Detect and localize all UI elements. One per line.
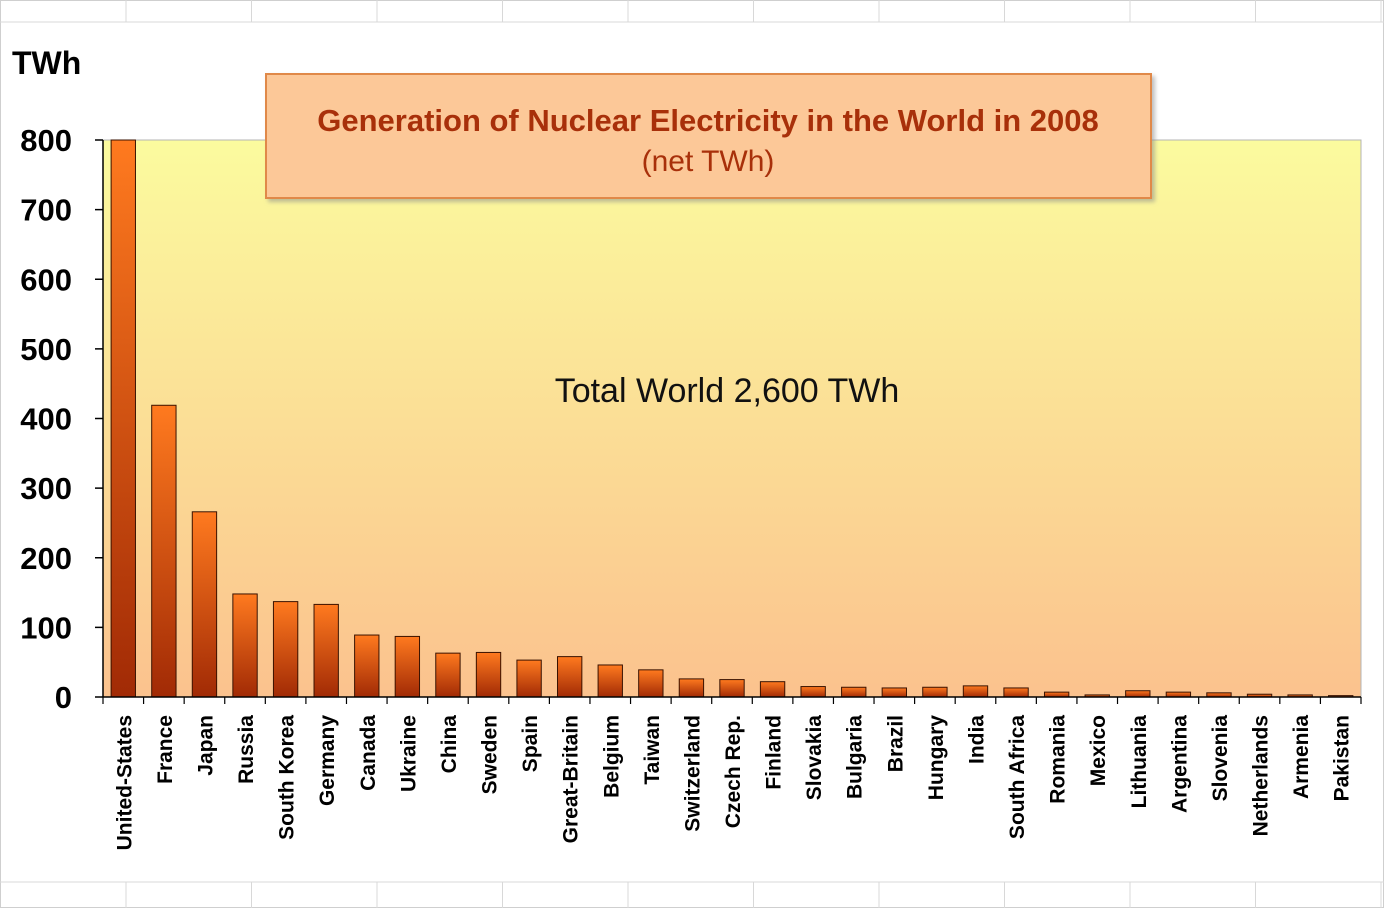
x-tick-label: Switzerland bbox=[681, 715, 704, 832]
y-axis: 0 100 200 300 400 500 600 700 800 bbox=[20, 123, 104, 715]
x-tick-label: United-States bbox=[113, 715, 136, 850]
x-tick-label: Spain bbox=[519, 715, 542, 772]
x-tick-label: Argentina bbox=[1168, 715, 1191, 813]
title-box-background bbox=[265, 73, 1152, 199]
chart-title: Generation of Nuclear Electricity in the… bbox=[317, 103, 1099, 138]
x-tick-label: Romania bbox=[1047, 715, 1070, 804]
y-tick-label: 500 bbox=[20, 332, 72, 367]
bar bbox=[557, 656, 583, 698]
total-annotation: Total World 2,600 TWh bbox=[555, 372, 900, 410]
bar bbox=[962, 685, 989, 698]
x-tick-label: Slovakia bbox=[803, 715, 826, 801]
bar bbox=[1003, 687, 1029, 698]
title-box: Generation of Nuclear Electricity in the… bbox=[265, 73, 1152, 199]
x-tick-label: Canada bbox=[357, 715, 380, 791]
x-tick-label: Mexico bbox=[1087, 715, 1110, 786]
bar-series bbox=[110, 139, 1354, 698]
y-tick-label: 300 bbox=[20, 471, 72, 506]
x-tick-label: India bbox=[965, 715, 988, 764]
x-tick-label: Ukraine bbox=[397, 715, 420, 792]
bar bbox=[475, 651, 502, 698]
x-tick-label: France bbox=[154, 715, 177, 784]
bar bbox=[394, 635, 421, 698]
x-tick-label: South Korea bbox=[276, 715, 299, 840]
bar bbox=[232, 593, 258, 698]
y-axis-label: TWh bbox=[12, 45, 81, 81]
bar bbox=[354, 634, 380, 698]
x-tick-label: Germany bbox=[316, 715, 339, 806]
x-tick-label: China bbox=[438, 715, 461, 774]
chart-subtitle: (net TWh) bbox=[642, 145, 775, 178]
x-tick-label: Taiwan bbox=[641, 715, 664, 785]
bar bbox=[272, 601, 299, 698]
plot-area bbox=[102, 139, 1362, 698]
x-tick-label: Lithuania bbox=[1128, 715, 1151, 809]
bar bbox=[719, 679, 745, 698]
x-tick-label: South Africa bbox=[1006, 715, 1029, 839]
x-tick-label: Slovenia bbox=[1209, 715, 1232, 802]
bar bbox=[1125, 690, 1151, 698]
bar bbox=[516, 659, 542, 698]
x-tick-label: Netherlands bbox=[1250, 715, 1273, 836]
x-tick-label: Hungary bbox=[925, 715, 948, 801]
y-tick-label: 700 bbox=[20, 193, 72, 228]
bar bbox=[922, 686, 948, 698]
bar bbox=[151, 404, 177, 698]
y-tick-label: 100 bbox=[20, 610, 72, 645]
x-tick-label: Belgium bbox=[600, 715, 623, 798]
x-tick-label: Bulgaria bbox=[844, 715, 867, 799]
bar bbox=[759, 681, 786, 698]
y-tick-label: 800 bbox=[20, 123, 72, 158]
bar bbox=[678, 678, 705, 698]
frame-ticks bbox=[125, 0, 1382, 908]
x-tick-label: Armenia bbox=[1290, 715, 1313, 799]
x-tick-label: Sweden bbox=[479, 715, 502, 794]
bar bbox=[435, 652, 461, 698]
x-tick-label: Japan bbox=[194, 715, 217, 776]
bar bbox=[800, 686, 826, 698]
x-tick-label: Brazil bbox=[884, 715, 907, 772]
y-tick-label: 0 bbox=[55, 680, 72, 715]
x-tick-label: Czech Rep. bbox=[722, 715, 745, 828]
x-tick-label: Pakistan bbox=[1331, 715, 1354, 801]
bar bbox=[638, 669, 664, 698]
bar bbox=[110, 139, 136, 698]
bar bbox=[313, 603, 339, 698]
x-axis: United-States France Japan Russia South Kore… bbox=[102, 696, 1362, 850]
bar bbox=[191, 511, 218, 698]
y-tick-label: 200 bbox=[20, 541, 72, 576]
x-tick-label: Russia bbox=[235, 715, 258, 784]
bar bbox=[597, 664, 623, 698]
y-tick-label: 600 bbox=[20, 262, 72, 297]
y-tick-label: 400 bbox=[20, 402, 72, 437]
bar bbox=[881, 687, 907, 698]
bar bbox=[841, 686, 867, 698]
x-tick-label: Great-Britain bbox=[560, 715, 583, 843]
x-tick-label: Finland bbox=[763, 715, 786, 790]
